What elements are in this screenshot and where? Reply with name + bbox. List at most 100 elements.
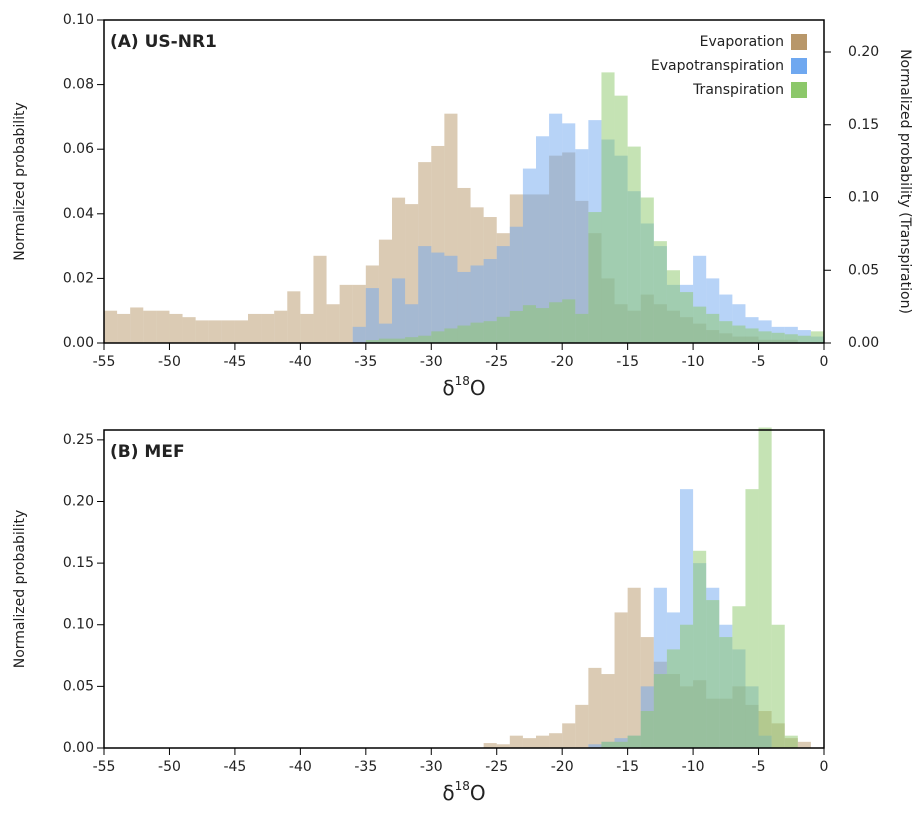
y-tick-label: 0.00 (63, 335, 94, 351)
histogram-bar (614, 95, 628, 343)
histogram-bar (719, 637, 733, 748)
histogram-bar (601, 674, 615, 748)
y2-tick-label: 0.00 (848, 335, 879, 351)
x-axis-label: δ18O (442, 779, 485, 805)
histogram-bar (771, 624, 785, 748)
histogram-bar (522, 168, 536, 343)
plot-frame (103, 19, 825, 344)
histogram-bar (444, 328, 458, 343)
histogram-bar (745, 489, 759, 748)
histogram-bar (653, 241, 667, 343)
x-tick-label: -55 (93, 759, 116, 775)
histogram-bar (117, 313, 131, 343)
histogram-bar (562, 723, 576, 748)
x-tick-label: -25 (485, 759, 508, 775)
histogram-bar (575, 704, 589, 748)
histogram-bar (693, 306, 707, 343)
histogram-bar (784, 334, 798, 343)
histogram-bar (549, 302, 563, 343)
histogram-bar (758, 427, 772, 748)
histogram-bar (522, 305, 536, 343)
histogram-bar (601, 72, 615, 343)
histogram-bar (378, 338, 392, 343)
histogram-bar (719, 321, 733, 343)
x-tick-label: -45 (223, 354, 246, 370)
legend-swatch (791, 58, 807, 74)
histogram-bar (261, 313, 275, 343)
histogram-bar (431, 252, 445, 343)
histogram-bar (300, 313, 314, 343)
histogram-bar (536, 308, 550, 343)
legend-swatch (791, 34, 807, 50)
histogram-bar (588, 667, 602, 748)
x-axis-label-part: δ (442, 376, 454, 400)
y-tick-label: 0.06 (63, 141, 94, 157)
histogram-bar (614, 741, 628, 748)
histogram-bar (130, 307, 144, 343)
y-tick-label: 0.25 (63, 432, 94, 448)
histogram-bar (326, 304, 340, 343)
x-tick-label: -20 (551, 759, 574, 775)
panel: -55 -50 -45 -40 -35 -30 -25 -20 -15 -10 -5 00.000.0… (12, 427, 829, 805)
x-tick-label: -40 (289, 354, 312, 370)
y-tick-label: 0.02 (63, 270, 94, 286)
x-axis-label-part: δ (442, 781, 454, 805)
y-tick-label: 0.15 (63, 555, 94, 571)
y-tick-label: 0.04 (63, 206, 94, 222)
histogram-bar (693, 550, 707, 748)
histogram-bar (418, 335, 432, 343)
x-axis-label: δ18O (442, 374, 485, 400)
histogram-bar (771, 332, 785, 343)
histogram-bar (405, 304, 419, 343)
histogram-bar (234, 320, 248, 343)
x-axis-label-part: 18 (455, 374, 470, 388)
x-tick-label: -5 (752, 759, 766, 775)
histogram-bar (562, 123, 576, 343)
x-tick-label: -25 (485, 354, 508, 370)
histogram-bar (483, 321, 497, 343)
histogram-bar (680, 292, 694, 343)
histogram-bar (444, 255, 458, 343)
histogram-bar (797, 335, 811, 343)
histogram-bar (208, 320, 222, 343)
histogram-bar (483, 743, 497, 748)
histogram-bar (378, 239, 392, 343)
x-tick-label: -55 (93, 354, 116, 370)
histogram-bar (588, 212, 602, 343)
x-tick-label: -10 (682, 354, 705, 370)
y-tick-label: 0.20 (63, 493, 94, 509)
histogram-bar (352, 326, 366, 343)
y-tick-label: 0.10 (63, 12, 94, 28)
x-tick-label: 0 (820, 759, 829, 775)
y-axis-label: Normalized probability (12, 510, 28, 669)
histogram-bar (392, 278, 406, 343)
histogram-bar (470, 322, 484, 343)
histogram-bar (169, 313, 183, 343)
histogram-bar (666, 270, 680, 343)
y2-axis-label: Normalized probability (Transpiration) (897, 49, 913, 314)
x-tick-label: 0 (820, 354, 829, 370)
x-tick-label: -15 (616, 354, 639, 370)
y2-tick-label: 0.20 (848, 44, 879, 60)
histogram-bar (627, 146, 641, 343)
histogram-bar (680, 624, 694, 748)
histogram-bar (509, 310, 523, 343)
histogram-bar (496, 744, 510, 748)
histogram-bar (640, 197, 654, 343)
histogram-bar (274, 310, 288, 343)
legend-label: Evaporation (700, 34, 784, 50)
histogram-bar (706, 313, 720, 343)
legend-label: Evapotranspiration (651, 58, 784, 74)
panel-title: (A) US-NR1 (110, 32, 217, 52)
histogram-bar (339, 284, 353, 343)
histogram-bar (627, 735, 641, 748)
histogram-bar (745, 328, 759, 343)
histogram-bar (784, 735, 798, 748)
histogram-bar (614, 612, 628, 748)
legend-label: Transpiration (692, 82, 784, 98)
histogram-bar (549, 113, 563, 343)
histogram-bar (536, 136, 550, 343)
histogram-bar (104, 310, 118, 343)
histogram-bar (378, 323, 392, 343)
histogram-bar (732, 606, 746, 748)
